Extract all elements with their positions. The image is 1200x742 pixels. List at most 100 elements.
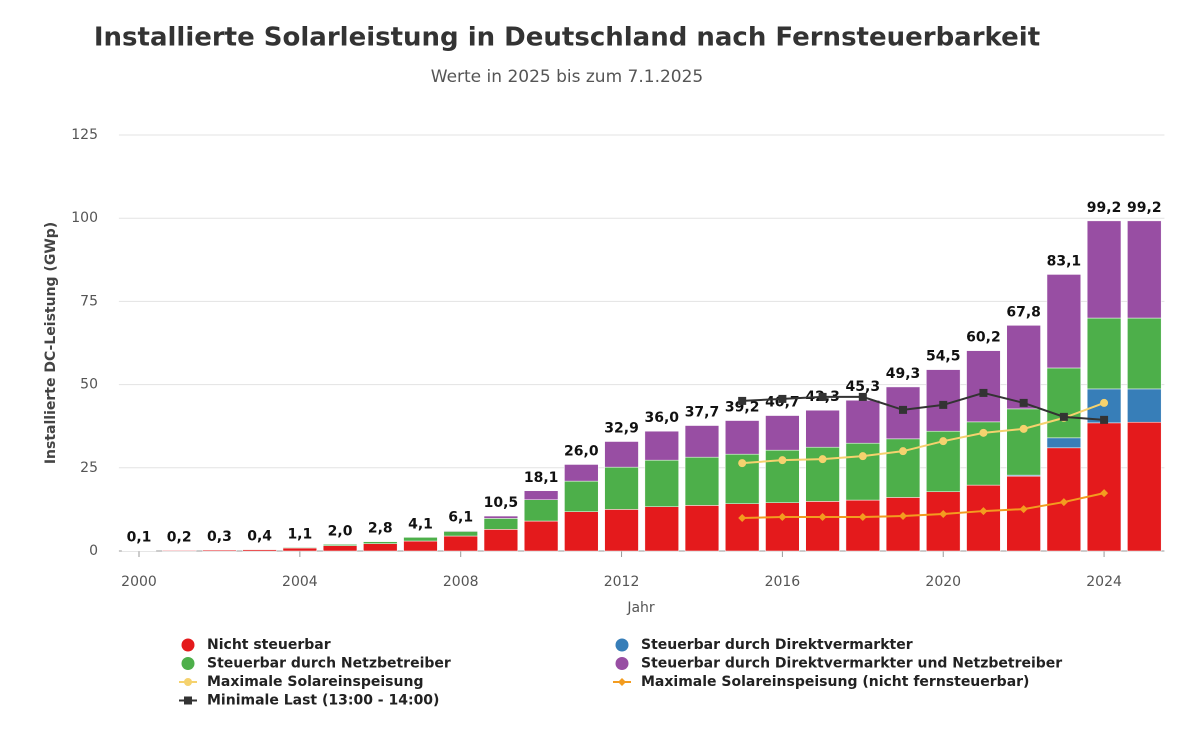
bar-segment (363, 541, 398, 544)
x-tick-label: 2004 (282, 574, 318, 590)
legend-marker (184, 678, 192, 686)
line-point (939, 510, 948, 519)
bar-segment (322, 545, 358, 552)
line-point (738, 514, 747, 523)
line-point (738, 459, 747, 468)
y-tick-label: 0 (89, 543, 98, 559)
line-point (818, 392, 827, 401)
bar-segment (765, 415, 800, 451)
bar-segment (966, 484, 1001, 552)
bar-segment (1086, 220, 1122, 319)
bar-segment (725, 503, 760, 552)
line-point (1019, 398, 1028, 407)
bar-segment (1127, 388, 1162, 423)
bar-segment (1006, 325, 1041, 410)
line (742, 391, 1105, 421)
x-tick-label: 2020 (925, 574, 961, 590)
line-point (778, 394, 787, 403)
legend-marker (615, 638, 629, 652)
total-label: 99,2 (1127, 200, 1162, 216)
bar-segment (403, 537, 438, 542)
x-tick-label: 2000 (121, 574, 157, 590)
line-point (1100, 489, 1109, 498)
total-label: 0,2 (167, 529, 192, 545)
bar-segment (242, 549, 277, 552)
bar-segment (443, 531, 478, 537)
total-label: 10,5 (484, 495, 519, 511)
total-label: 1,1 (287, 526, 312, 542)
bar-segment (363, 543, 398, 552)
y-axis-label: Installierte DC-Leistung (GWp) (43, 222, 59, 464)
bar-segment (885, 497, 921, 552)
line-point (818, 455, 827, 464)
bar-segment (1127, 421, 1162, 552)
bar-segment (604, 509, 639, 552)
x-tick-label: 2012 (604, 574, 640, 590)
bar-segment (1127, 317, 1162, 390)
bar-segment (483, 515, 519, 519)
line-point (979, 507, 988, 516)
bar-segment (1006, 475, 1041, 552)
line-point (858, 452, 867, 461)
total-label: 0,1 (127, 530, 152, 546)
bar-segment (162, 550, 197, 552)
total-label: 26,0 (564, 443, 599, 459)
legend-label: Steuerbar durch Direktvermarkter (641, 637, 913, 653)
line-point (778, 456, 787, 465)
total-label: 37,7 (685, 405, 720, 421)
bar-segment (845, 442, 880, 501)
total-label: 4,1 (408, 516, 433, 532)
y-tick-label: 75 (80, 293, 98, 309)
bar-segment (523, 490, 559, 500)
total-label: 54,5 (926, 349, 961, 365)
total-label: 99,2 (1087, 200, 1122, 216)
bar-segment (443, 535, 478, 552)
total-label: 0,4 (247, 529, 272, 545)
total-label: 18,1 (524, 470, 559, 486)
total-label: 67,8 (1006, 304, 1041, 320)
x-tick-label: 2024 (1086, 574, 1122, 590)
total-label: 60,2 (966, 330, 1001, 346)
legend-label: Nicht steuerbar (207, 637, 331, 653)
bar-segment (926, 491, 961, 552)
bar-segment (483, 518, 519, 530)
bar-segment (282, 547, 317, 549)
bar-segment (483, 529, 519, 552)
x-tick-label: 2008 (443, 574, 479, 590)
y-tick-label: 50 (80, 377, 98, 393)
total-label: 36,0 (644, 410, 679, 426)
total-label: 2,8 (368, 521, 393, 537)
total-label: 6,1 (448, 510, 473, 526)
bar-segment (322, 544, 358, 546)
bar-segment (1046, 274, 1082, 369)
bar-segment (805, 501, 840, 552)
legend-marker (615, 657, 629, 670)
bar-segment (644, 459, 679, 507)
bar-segment (684, 425, 720, 458)
bar-segment (684, 456, 720, 506)
legend-marker (618, 678, 626, 686)
bar-segment (523, 499, 559, 522)
line (742, 401, 1105, 465)
total-label: 0,3 (207, 529, 232, 545)
bar-segment (845, 499, 880, 552)
total-label: 2,0 (328, 523, 353, 539)
bar-segment (604, 441, 639, 468)
line-point (858, 392, 867, 401)
bar-segment (644, 506, 679, 552)
bar-segment (805, 409, 840, 448)
line (742, 492, 1105, 520)
bar-segment (1127, 220, 1162, 319)
chart-subtitle: Werte in 2025 bis zum 7.1.2025 (431, 67, 704, 87)
bar-segment (684, 505, 720, 552)
bar-segment (1086, 317, 1122, 390)
legend-marker (184, 696, 192, 705)
total-label: 39,2 (725, 400, 760, 416)
total-label: 49,3 (886, 366, 921, 382)
bar-segment (443, 530, 478, 532)
bar-segment (1046, 437, 1082, 449)
line-point (979, 388, 988, 397)
line-point (1100, 415, 1109, 424)
line-point (899, 512, 908, 521)
